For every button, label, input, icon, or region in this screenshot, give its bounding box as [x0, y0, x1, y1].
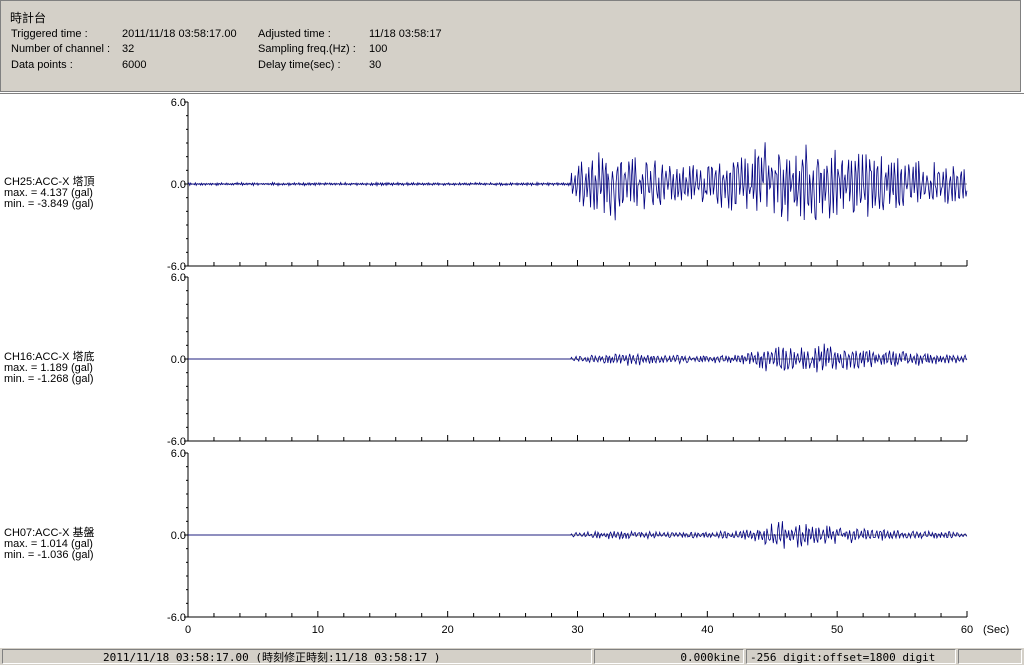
- data-points-value: 6000: [122, 59, 147, 71]
- waveform-plot-area[interactable]: 6.0 0.0 -6.0 6.0 0.0 -6.0 6.0 0.0 -6.0 0 10 20 30 40 5…: [0, 93, 1024, 648]
- status-digit-offset: -256 digit:offset=1800 digit: [746, 649, 956, 664]
- y-tick-label: 6.0: [171, 448, 186, 460]
- x-tick-label: 60: [961, 624, 973, 636]
- waveform-chart[interactable]: 6.00.0-6.06.00.0-6.06.00.0-6.00 10 20 30 40 5…: [0, 94, 1024, 648]
- channel-max: max. = 1.189 (gal): [4, 362, 93, 374]
- channel-count-label: Number of channel :: [11, 43, 111, 55]
- channel-max: max. = 1.014 (gal): [4, 538, 93, 550]
- y-tick-label: -6.0: [167, 261, 186, 273]
- y-tick-label: -6.0: [167, 436, 186, 448]
- station-name: 時計台: [10, 11, 47, 25]
- waveform-trace-1: [187, 142, 968, 222]
- channel-label-1: CH25:ACC-X 塔頂 max. = 4.137 (gal) min. = -3…: [4, 177, 94, 210]
- channel-name: CH25:ACC-X 塔頂: [4, 176, 95, 188]
- x-tick-label: 40: [701, 624, 713, 636]
- y-tick-label: 0.0: [171, 530, 186, 542]
- adjusted-time-value: 11/18 03:58:17: [369, 28, 442, 40]
- x-tick-label: 50: [831, 624, 843, 636]
- y-tick-label: 6.0: [171, 97, 186, 109]
- y-tick-label: 6.0: [171, 272, 186, 284]
- channel-count-value: 32: [122, 43, 135, 55]
- status-bar: 2011/11/18 03:58:17.00 (時刻修正時刻:11/18 03:…: [0, 647, 1024, 665]
- data-points-label: Data points :: [11, 59, 73, 71]
- channel-label-3: CH07:ACC-X 基盤 max. = 1.014 (gal) min. = -1…: [4, 528, 94, 561]
- channel-min: min. = -3.849 (gal): [4, 198, 94, 210]
- waveform-trace-3: [188, 521, 968, 549]
- sampling-freq-value: 100: [369, 43, 388, 55]
- status-time: 2011/11/18 03:58:17.00 (時刻修正時刻:11/18 03:…: [2, 649, 592, 664]
- adjusted-time-label: Adjusted time :: [258, 28, 331, 40]
- record-info-panel: 時計台 Triggered time : 2011/11/18 03:58:17…: [0, 0, 1021, 92]
- waveform-trace-2: [188, 343, 968, 373]
- triggered-time-label: Triggered time :: [11, 28, 88, 40]
- y-tick-label: -6.0: [167, 612, 186, 624]
- channel-name: CH07:ACC-X 基盤: [4, 527, 95, 539]
- channel-min: min. = -1.268 (gal): [4, 373, 94, 385]
- x-tick-label: 0: [185, 624, 191, 636]
- y-tick-label: 0.0: [171, 179, 186, 191]
- delay-time-value: 30: [369, 59, 382, 71]
- x-tick-label: 10: [312, 624, 324, 636]
- status-empty-cell: [958, 649, 1022, 664]
- y-tick-label: 0.0: [171, 354, 186, 366]
- delay-time-label: Delay time(sec) :: [258, 59, 341, 71]
- sampling-freq-label: Sampling freq.(Hz) :: [258, 43, 356, 55]
- channel-label-2: CH16:ACC-X 塔底 max. = 1.189 (gal) min. = -1…: [4, 352, 94, 385]
- channel-name: CH16:ACC-X 塔底: [4, 351, 95, 363]
- channel-min: min. = -1.036 (gal): [4, 549, 94, 561]
- status-velocity: 0.000kine: [594, 649, 744, 664]
- channel-max: max. = 4.137 (gal): [4, 187, 93, 199]
- x-unit-label: (Sec): [983, 624, 1009, 636]
- x-tick-label: 20: [442, 624, 454, 636]
- triggered-time-value: 2011/11/18 03:58:17.00: [122, 28, 237, 40]
- x-tick-label: 30: [571, 624, 583, 636]
